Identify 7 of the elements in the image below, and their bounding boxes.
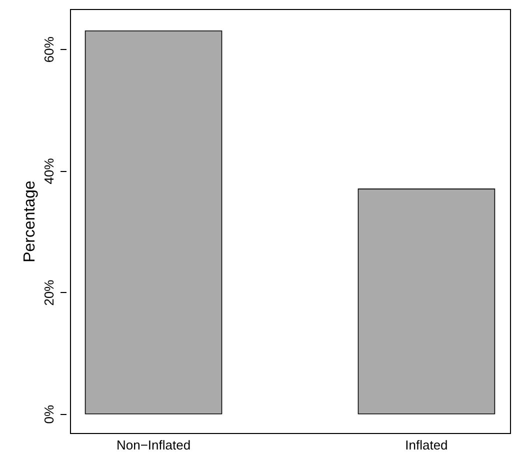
y-tick-label: 20% [42, 279, 56, 306]
y-tick-label: 40% [42, 158, 56, 184]
y-tick-label: 60% [42, 36, 56, 63]
x-tick-label: Non−Inflated [116, 438, 191, 452]
x-tick-label: Inflated [405, 438, 448, 452]
y-axis-title: Percentage [22, 180, 38, 262]
y-tick-label: 0% [42, 404, 56, 424]
